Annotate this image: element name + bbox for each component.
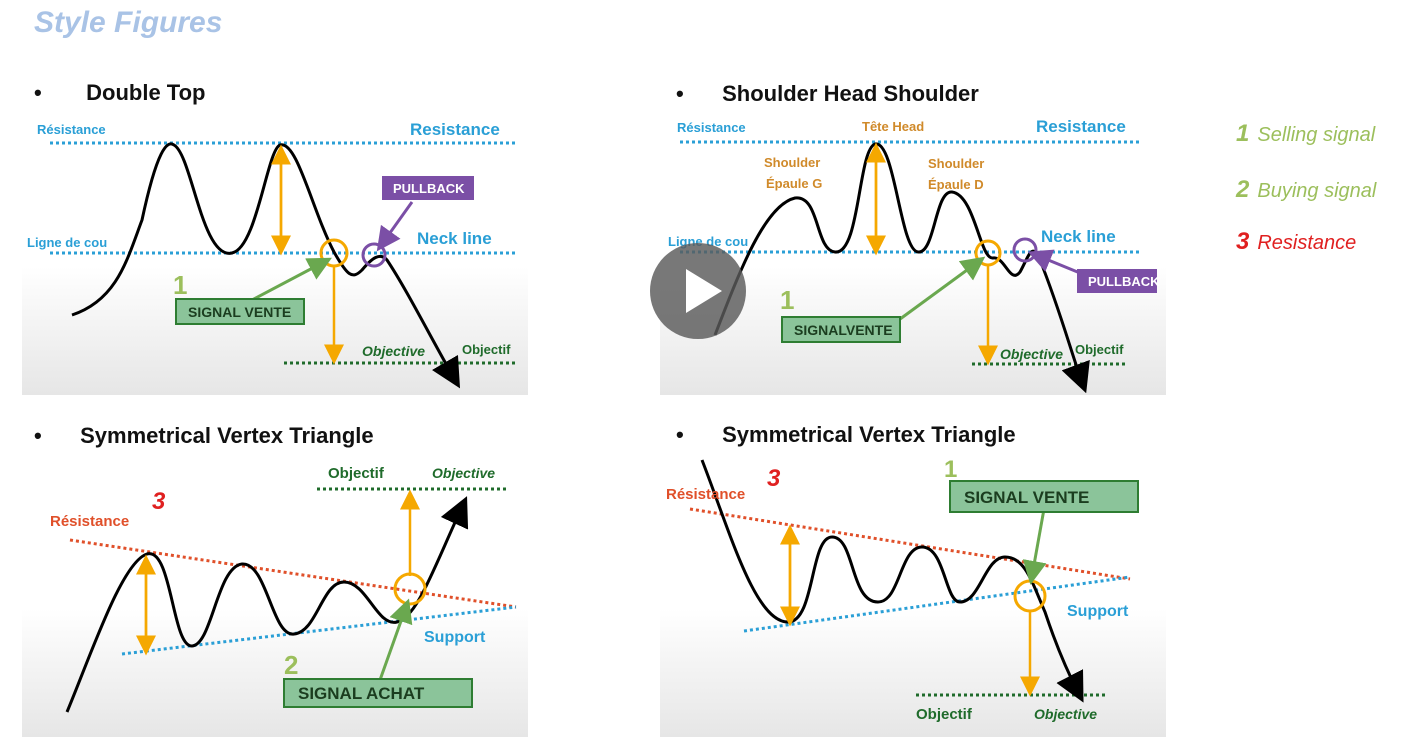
pullback-label: PULLBACK [1088,274,1160,289]
sell-signal-number: 1 [944,456,957,483]
signal-arrow [251,257,332,302]
bullet-triangle-2: • Symmetrical Vertex Triangle [676,422,1016,448]
resistance-fr-label: Résistance [677,120,746,135]
triangle-buy-diagram: 3 Résistance Objectif Objective Support … [22,452,528,737]
signal-circle [974,239,1002,267]
neck-en-label: Neck line [1041,227,1116,246]
bullet-dot: • [676,81,684,106]
objective-label: Objective [432,465,495,481]
resistance-fr-label: Résistance [37,122,106,137]
bullet-dot: • [34,80,42,105]
double-top-svg: Résistance Resistance Ligne de cou Neck … [27,120,518,389]
pullback-label: PULLBACK [393,181,465,196]
resistance-label: Résistance [50,513,129,530]
signal-number: 1 [780,285,794,315]
bullet-label: Double Top [86,80,206,105]
objective-label: Objective [1000,346,1063,362]
signal-number: 1 [173,270,187,300]
bullet-shoulder-head-shoulder: • Shoulder Head Shoulder [676,81,979,107]
play-icon [686,269,722,313]
legend-text: Resistance [1257,232,1357,254]
legend-text: Buying signal [1257,180,1377,202]
shoulder-left-label: Shoulder [764,155,820,170]
pullback-arrow [1027,249,1081,275]
resistance-en-label: Resistance [1036,117,1126,136]
shoulder-left-fr-label: Épaule G [766,176,822,191]
signal-box [175,298,305,325]
support-label: Support [424,629,486,646]
resistance-line [689,507,1131,581]
legend-item-selling: 1 Selling signal [1236,120,1375,148]
resistance-number: 3 [152,488,166,515]
breakout-circle [1013,579,1047,613]
legend-item-buying: 2 Buying signal [1236,176,1376,204]
support-label: Support [1067,603,1129,620]
head-shoulders-svg: Résistance Tête Head Resistance Shoulder… [668,117,1160,394]
legend-number: 2 [1236,176,1250,203]
objectif-label: Objectif [916,706,973,723]
buy-signal-number: 2 [284,650,298,680]
pullback-box [382,176,474,200]
objectif-label: Objectif [1075,342,1124,357]
play-button[interactable] [650,243,746,339]
support-line [743,575,1131,633]
neck-fr-label: Ligne de cou [27,235,107,250]
bullet-label: Shoulder Head Shoulder [722,81,979,106]
shoulder-right-label: Shoulder [928,156,984,171]
signal-box [781,316,901,343]
signal-arrow [895,256,986,324]
bullet-dot: • [676,422,684,447]
signal-circle [319,238,349,268]
resistance-label: Résistance [666,486,745,503]
pullback-box [1077,269,1157,293]
page-title: Style Figures [34,6,223,39]
resistance-en-label: Resistance [410,120,500,139]
triangle-sell-diagram: Résistance 3 1 SIGNAL VENTE Support Obje… [660,452,1166,737]
resistance-number: 3 [767,465,781,492]
shoulder-right-fr-label: Épaule D [928,177,984,192]
pullback-arrow [376,201,414,252]
signal-label: SIGNAL VENTE [188,304,291,320]
bullet-label: Symmetrical Vertex Triangle [80,423,374,448]
signal-arrow [378,598,413,681]
objective-label: Objective [362,343,425,359]
legend-number: 1 [1236,120,1250,147]
pullback-circle [361,242,387,268]
signal-label: SIGNALVENTE [794,322,893,338]
breakout-circle [393,572,427,606]
legend-number: 3 [1236,228,1250,255]
bullet-label: Symmetrical Vertex Triangle [722,422,1016,447]
head-label: Tête Head [862,119,924,134]
objective-label: Objective [1034,706,1097,722]
signal-arrow [1022,508,1047,585]
triangle-sell-svg: Résistance 3 1 SIGNAL VENTE Support Obje… [666,456,1139,723]
neck-en-label: Neck line [417,229,492,248]
head-shoulders-diagram: Résistance Tête Head Resistance Shoulder… [660,110,1166,395]
legend-text: Selling signal [1257,124,1376,146]
bullet-triangle-1: • Symmetrical Vertex Triangle [34,423,374,449]
signal-box [283,678,473,708]
signal-label: SIGNAL VENTE [964,488,1089,507]
signal-label: SIGNAL ACHAT [298,684,425,703]
bullet-double-top: • Double Top [34,80,205,106]
triangle-buy-svg: 3 Résistance Objectif Objective Support … [50,465,517,713]
double-top-diagram: Résistance Resistance Ligne de cou Neck … [22,110,528,395]
objectif-label: Objectif [328,465,385,482]
bullet-dot: • [34,423,42,448]
legend-item-resistance: 3 Resistance [1236,228,1356,256]
signal-box [949,480,1139,513]
resistance-line [69,538,517,609]
objectif-label: Objectif [462,342,511,357]
